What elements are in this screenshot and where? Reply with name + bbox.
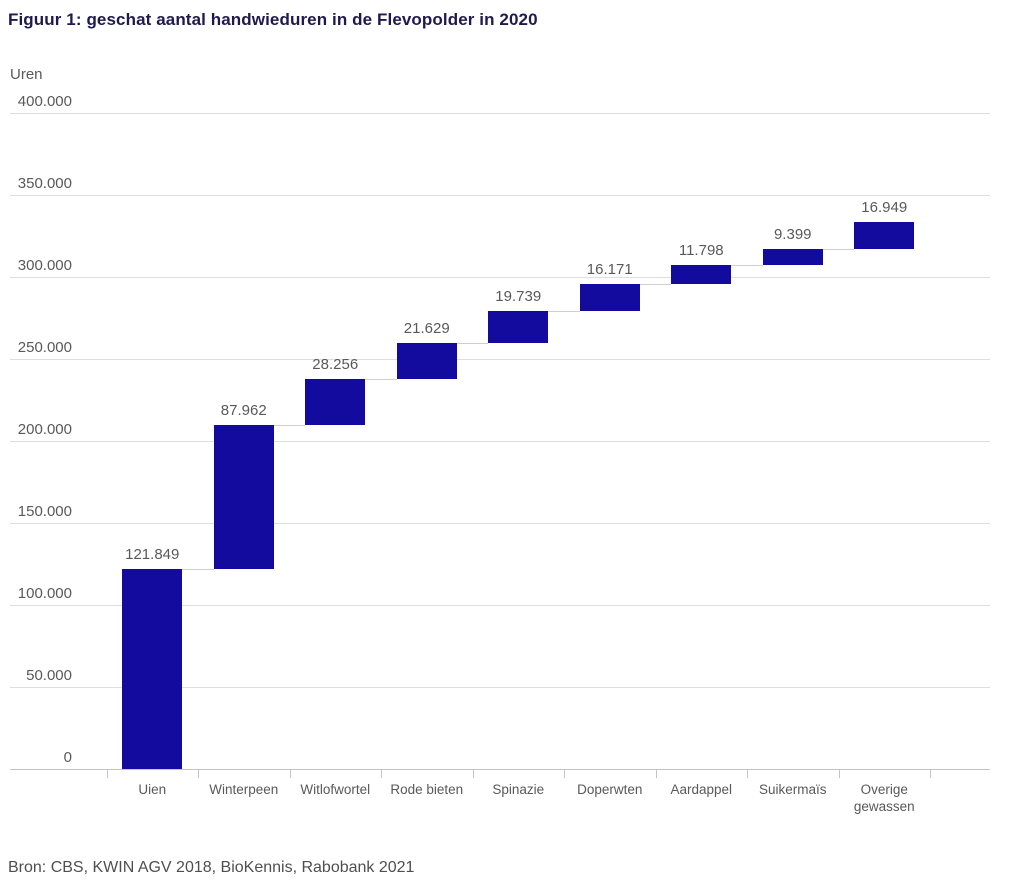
waterfall-bar-uien <box>122 569 183 769</box>
gridline <box>10 277 990 278</box>
x-axis-tick <box>289 769 291 778</box>
bar-value-label: 28.256 <box>312 355 359 373</box>
category-label: Doperwten <box>577 782 643 797</box>
y-tick-label: 400.000 <box>17 93 72 110</box>
waterfall-bar-doperwten <box>579 284 640 311</box>
x-axis-tick <box>198 769 199 778</box>
waterfall-bar-suikerma-s <box>762 249 823 265</box>
category-label: Spinazie <box>492 782 545 797</box>
bar-value-label: 16.949 <box>861 198 908 216</box>
waterfall-bar-rode-bieten <box>396 343 457 379</box>
category-label: Uien <box>138 782 167 797</box>
waterfall-bar-overige-gewassen <box>854 221 915 250</box>
x-axis-tick <box>655 769 657 778</box>
waterfall-connector <box>273 424 306 426</box>
waterfall-connector <box>182 569 214 571</box>
category-label: Aardappel <box>670 782 733 797</box>
x-axis-tick <box>564 769 565 778</box>
waterfall-connector <box>548 310 580 312</box>
gridline <box>10 605 990 606</box>
x-axis-tick <box>930 769 931 778</box>
y-tick-label: 200.000 <box>17 421 72 438</box>
y-tick-label: 350.000 <box>17 175 72 192</box>
x-axis-tick <box>747 769 748 778</box>
waterfall-connector <box>639 284 672 286</box>
x-axis-tick <box>838 769 840 778</box>
gridline <box>10 687 990 688</box>
waterfall-connector <box>731 264 763 266</box>
bar-value-label: 21.629 <box>403 320 450 338</box>
category-label: Suikermaïs <box>758 782 827 797</box>
gridline <box>10 441 990 442</box>
bar-value-label: 121.849 <box>125 546 180 564</box>
y-tick-label: 100.000 <box>17 585 72 602</box>
category-label: Winterpeen <box>209 782 279 797</box>
waterfall-connector <box>822 249 855 251</box>
waterfall-bar-winterpeen <box>213 424 274 570</box>
page-title: Figuur 1: geschat aantal handwieduren in… <box>8 10 538 29</box>
y-axis-title: Uren <box>10 66 43 83</box>
gridline <box>10 195 990 196</box>
y-tick-label: 300.000 <box>17 257 72 274</box>
x-axis-tick <box>106 769 108 778</box>
bar-value-label: 11.798 <box>678 241 724 259</box>
waterfall-connector <box>365 378 397 380</box>
x-axis-line <box>10 769 990 770</box>
bar-value-label: 16.171 <box>586 261 633 279</box>
y-tick-label: 150.000 <box>17 503 72 520</box>
waterfall-bar-aardappel <box>671 264 732 285</box>
gridline <box>10 523 990 524</box>
category-label: Witlofwortel <box>300 782 371 797</box>
x-axis-tick <box>381 769 382 778</box>
bar-value-label: 9.399 <box>773 226 812 244</box>
waterfall-connector <box>456 343 489 345</box>
waterfall-bar-spinazie <box>488 310 549 344</box>
category-label: Rode bieten <box>390 782 464 797</box>
gridline <box>10 359 990 360</box>
gridline <box>10 113 990 114</box>
x-axis-tick <box>472 769 474 778</box>
waterfall-bar-witlofwortel <box>305 378 366 425</box>
bar-value-label: 19.739 <box>495 287 542 305</box>
bar-value-label: 87.962 <box>220 401 267 419</box>
y-tick-label: 0 <box>63 749 72 766</box>
y-tick-label: 250.000 <box>17 339 72 356</box>
category-label: Overige gewassen <box>853 782 915 814</box>
y-tick-label: 50.000 <box>26 667 72 684</box>
source-note: Bron: CBS, KWIN AGV 2018, BioKennis, Rab… <box>8 859 415 876</box>
